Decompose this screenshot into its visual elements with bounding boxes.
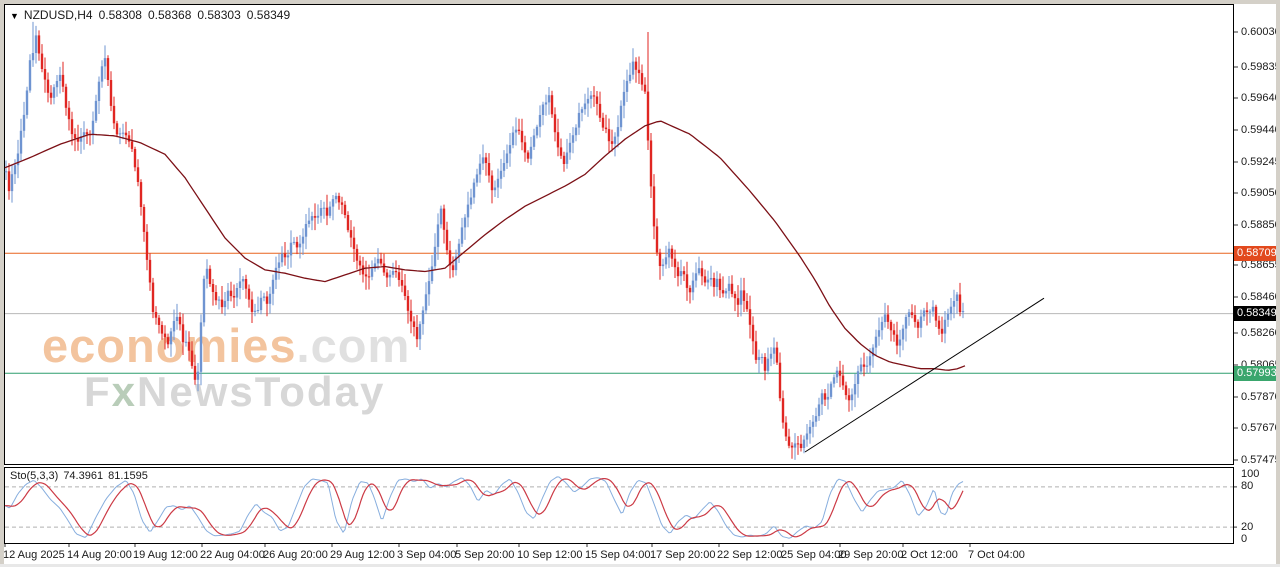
- date-axis-label: 12 Aug 2025: [3, 549, 65, 561]
- price-axis-label: 0.59245: [1241, 156, 1280, 168]
- indicator-axis-label: 100: [1241, 468, 1260, 480]
- price-axis-label: 0.57475: [1241, 454, 1280, 466]
- price-axis-label: 0.59640: [1241, 92, 1280, 104]
- window-edge-right: [1276, 0, 1280, 567]
- date-axis-label: 22 Aug 04:00: [200, 549, 265, 561]
- price-axis-label: 0.57870: [1241, 391, 1280, 403]
- price-axis-label: 0.60030: [1241, 26, 1280, 38]
- price-badge-resistance: 0.58709: [1234, 246, 1280, 261]
- indicator-panel[interactable]: [4, 467, 1234, 544]
- date-axis-label: 25 Sep 04:00: [781, 549, 847, 561]
- date-axis-label: 26 Aug 20:00: [263, 549, 328, 561]
- price-axis-label: 0.59440: [1241, 124, 1280, 136]
- date-axis-label: 2 Oct 12:00: [901, 549, 958, 561]
- indicator-axis-label: 0: [1241, 533, 1248, 545]
- window-edge-left: [0, 0, 4, 567]
- price-axis-label: 0.57670: [1241, 422, 1280, 434]
- date-axis-label: 19 Aug 12:00: [133, 549, 198, 561]
- price-axis-label: 0.58460: [1241, 291, 1280, 303]
- price-badge-support: 0.57993: [1234, 366, 1280, 381]
- price-axis-label: 0.59050: [1241, 187, 1280, 199]
- date-axis-label: 14 Aug 20:00: [67, 549, 132, 561]
- trendline[interactable]: [804, 297, 1045, 453]
- date-axis-label: 7 Oct 04:00: [968, 549, 1025, 561]
- stochastic-main-line: [4, 476, 964, 539]
- price-axis-label: 0.58260: [1241, 327, 1280, 339]
- moving-average-line[interactable]: [4, 120, 966, 371]
- main-chart-panel[interactable]: [4, 4, 1234, 465]
- price-axis-label: 0.58850: [1241, 219, 1280, 231]
- date-axis-label: 22 Sep 12:00: [717, 549, 783, 561]
- stochastic-signal-line: [5, 478, 964, 538]
- indicator-axis-label: 20: [1241, 521, 1254, 533]
- price-axis-label: 0.58655: [1241, 259, 1280, 271]
- date-axis-label: 10 Sep 12:00: [517, 549, 583, 561]
- price-badge-current: 0.58349: [1234, 306, 1280, 321]
- window-edge-bottom: [0, 564, 1280, 567]
- window-edge-top: [0, 0, 1280, 4]
- date-axis-label: 29 Sep 20:00: [838, 549, 904, 561]
- date-axis-label: 15 Sep 04:00: [585, 549, 651, 561]
- indicator-axis-label: 80: [1241, 480, 1254, 492]
- date-axis-label: 29 Aug 12:00: [330, 549, 395, 561]
- date-axis-label: 3 Sep 04:00: [397, 549, 457, 561]
- date-axis-label: 17 Sep 20:00: [650, 549, 716, 561]
- price-axis-label: 0.59835: [1241, 61, 1280, 73]
- date-axis-label: 5 Sep 20:00: [455, 549, 515, 561]
